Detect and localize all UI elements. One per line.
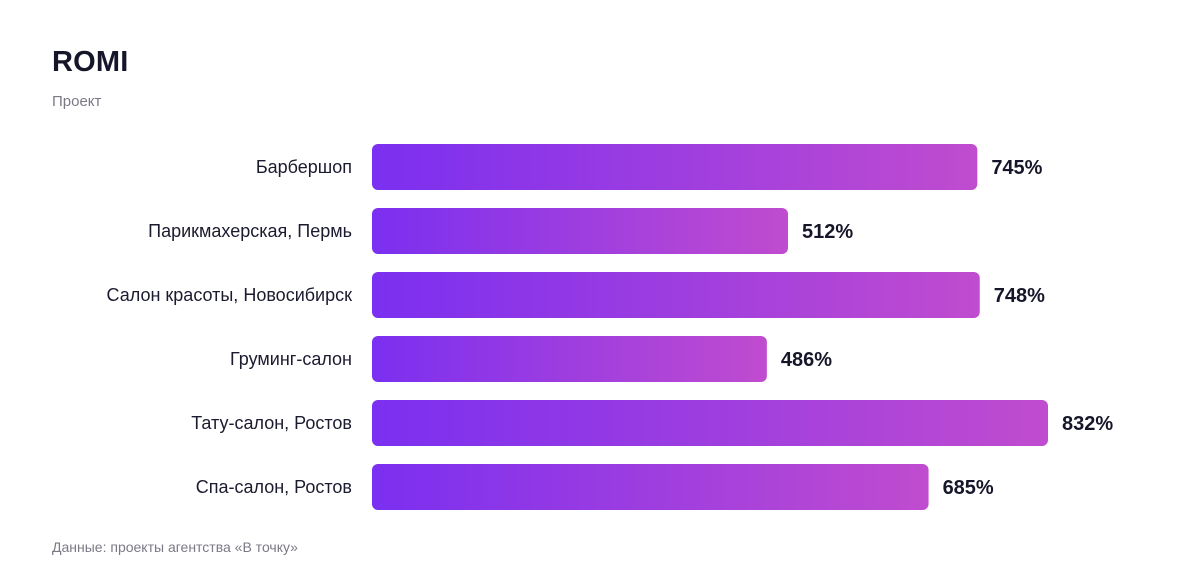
category-label: Барбершоп <box>256 157 352 177</box>
value-label: 748% <box>994 285 1045 307</box>
value-label: 685% <box>943 477 994 499</box>
value-label: 745% <box>991 157 1042 179</box>
value-label: 486% <box>781 349 832 371</box>
value-label: 512% <box>802 221 853 243</box>
bar <box>372 208 788 254</box>
chart-title: ROMI <box>52 46 129 78</box>
category-label: Груминг-салон <box>230 349 352 369</box>
category-label: Салон красоты, Новосибирск <box>107 285 353 305</box>
bar <box>372 272 980 318</box>
source-note: Данные: проекты агентства «В точку» <box>52 539 298 555</box>
category-label: Спа-салон, Ростов <box>196 477 352 497</box>
category-axis-caption: Проект <box>52 93 102 110</box>
bars-group: Барбершоп 745% Парикмахерская, Пермь 512% Са… <box>107 144 1113 510</box>
value-label: 832% <box>1062 413 1113 435</box>
category-label: Тату-салон, Ростов <box>191 413 352 433</box>
bar <box>372 400 1048 446</box>
bar <box>372 336 767 382</box>
category-label: Парикмахерская, Пермь <box>148 221 352 241</box>
bar <box>372 464 929 510</box>
bar <box>372 144 978 190</box>
